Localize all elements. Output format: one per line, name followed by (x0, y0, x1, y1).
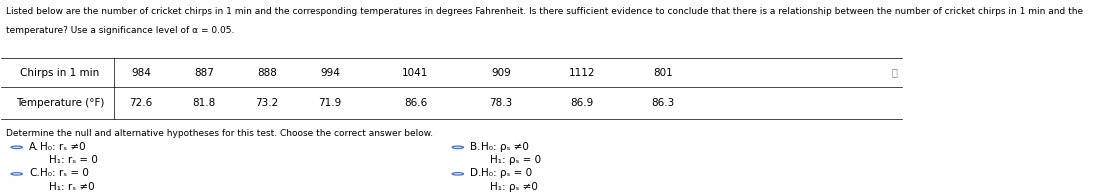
Text: 984: 984 (131, 68, 151, 78)
Text: 909: 909 (491, 68, 511, 78)
Text: ⧉: ⧉ (891, 68, 897, 78)
Text: 86.9: 86.9 (570, 98, 594, 108)
Text: Temperature (°F): Temperature (°F) (16, 98, 104, 108)
Text: 994: 994 (320, 68, 340, 78)
Text: C.: C. (29, 168, 40, 178)
Text: 86.3: 86.3 (652, 98, 674, 108)
Text: 801: 801 (653, 68, 673, 78)
Text: 78.3: 78.3 (490, 98, 513, 108)
Text: 1112: 1112 (569, 68, 595, 78)
Text: H₀: rₛ = 0: H₀: rₛ = 0 (40, 168, 89, 178)
Text: H₀: ρₛ ≠0: H₀: ρₛ ≠0 (481, 142, 529, 152)
Text: 81.8: 81.8 (192, 98, 216, 108)
Text: Listed below are the number of cricket chirps in 1 min and the corresponding tem: Listed below are the number of cricket c… (6, 7, 1083, 16)
Text: H₁: rₛ ≠0: H₁: rₛ ≠0 (49, 182, 95, 192)
Text: H₁: ρₛ ≠0: H₁: ρₛ ≠0 (490, 182, 538, 192)
Text: 887: 887 (195, 68, 214, 78)
Text: H₁: ρₛ = 0: H₁: ρₛ = 0 (490, 155, 541, 165)
Text: H₀: rₛ ≠0: H₀: rₛ ≠0 (40, 142, 86, 152)
Text: Chirps in 1 min: Chirps in 1 min (20, 68, 100, 78)
Text: 72.6: 72.6 (130, 98, 152, 108)
Text: A.: A. (29, 142, 39, 152)
Text: Determine the null and alternative hypotheses for this test. Choose the correct : Determine the null and alternative hypot… (6, 129, 433, 138)
Text: 71.9: 71.9 (319, 98, 342, 108)
Text: D.: D. (471, 168, 482, 178)
Text: 1041: 1041 (402, 68, 428, 78)
Text: 86.6: 86.6 (404, 98, 427, 108)
Text: temperature? Use a significance level of α = 0.05.: temperature? Use a significance level of… (6, 26, 235, 35)
Text: 73.2: 73.2 (255, 98, 278, 108)
Text: H₁: rₛ = 0: H₁: rₛ = 0 (49, 155, 98, 165)
Text: B.: B. (471, 142, 481, 152)
Text: 888: 888 (257, 68, 277, 78)
Text: H₀: ρₛ = 0: H₀: ρₛ = 0 (481, 168, 532, 178)
